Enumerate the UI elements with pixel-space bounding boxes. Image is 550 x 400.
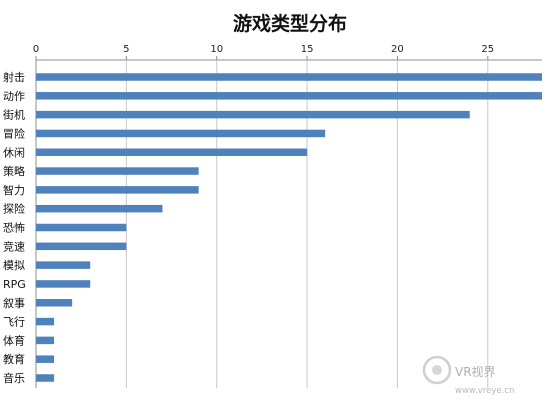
category-label-射击: 射击 (3, 70, 25, 84)
bar-冒险 (36, 129, 326, 138)
bar-飞行 (36, 317, 55, 326)
x-tick-label-10: 10 (210, 44, 223, 55)
watermark-eye-icon (422, 355, 452, 385)
watermark-pupil-icon (432, 365, 442, 375)
bar-layer (36, 73, 542, 382)
category-label-RPG: RPG (3, 278, 26, 291)
category-label-动作: 动作 (3, 90, 25, 103)
category-label-冒险: 冒险 (3, 126, 25, 140)
bar-街机 (36, 110, 470, 119)
bar-竞速 (36, 242, 127, 251)
x-tick-label-15: 15 (301, 44, 314, 55)
category-label-教育: 教育 (3, 352, 25, 366)
bar-音乐 (36, 374, 55, 382)
x-tick-label-20: 20 (391, 44, 404, 55)
category-label-模拟: 模拟 (3, 258, 25, 272)
watermark-url: www.vreye.cn (455, 386, 514, 396)
watermark-logo-text: VR视界 (455, 364, 496, 379)
bar-恐怖 (36, 223, 127, 232)
bar-动作 (36, 92, 542, 100)
x-tick-label-0: 0 (33, 44, 39, 55)
category-label-休闲: 休闲 (3, 145, 25, 159)
bar-射击 (36, 73, 542, 81)
x-tick-labels: 0 5 10 15 20 25 (33, 44, 494, 55)
bar-教育 (36, 355, 55, 363)
bar-RPG (36, 280, 91, 288)
x-tick-label-5: 5 (123, 44, 129, 55)
chart-title: 游戏类型分布 (233, 12, 347, 35)
bar-体育 (36, 336, 55, 345)
bar-探险 (36, 204, 163, 213)
x-tick-label-25: 25 (481, 44, 494, 55)
category-label-体育: 体育 (3, 333, 25, 347)
bar-智力 (36, 186, 199, 194)
bar-模拟 (36, 261, 91, 269)
grid-layer (35, 56, 542, 388)
category-label-策略: 策略 (3, 164, 25, 178)
category-label-飞行: 飞行 (3, 316, 25, 329)
category-label-智力: 智力 (3, 183, 25, 197)
category-label-音乐: 音乐 (3, 371, 25, 385)
bar-策略 (36, 167, 199, 175)
bar-叙事 (36, 299, 73, 307)
category-label-街机: 街机 (3, 108, 25, 122)
category-label-探险: 探险 (3, 202, 25, 216)
watermark-logo: VR视界 www.vreye.cn (422, 355, 514, 396)
bar-休闲 (36, 148, 308, 156)
category-label-竞速: 竞速 (3, 239, 25, 253)
category-label-恐怖: 恐怖 (3, 221, 25, 235)
category-label-叙事: 叙事 (3, 296, 25, 310)
